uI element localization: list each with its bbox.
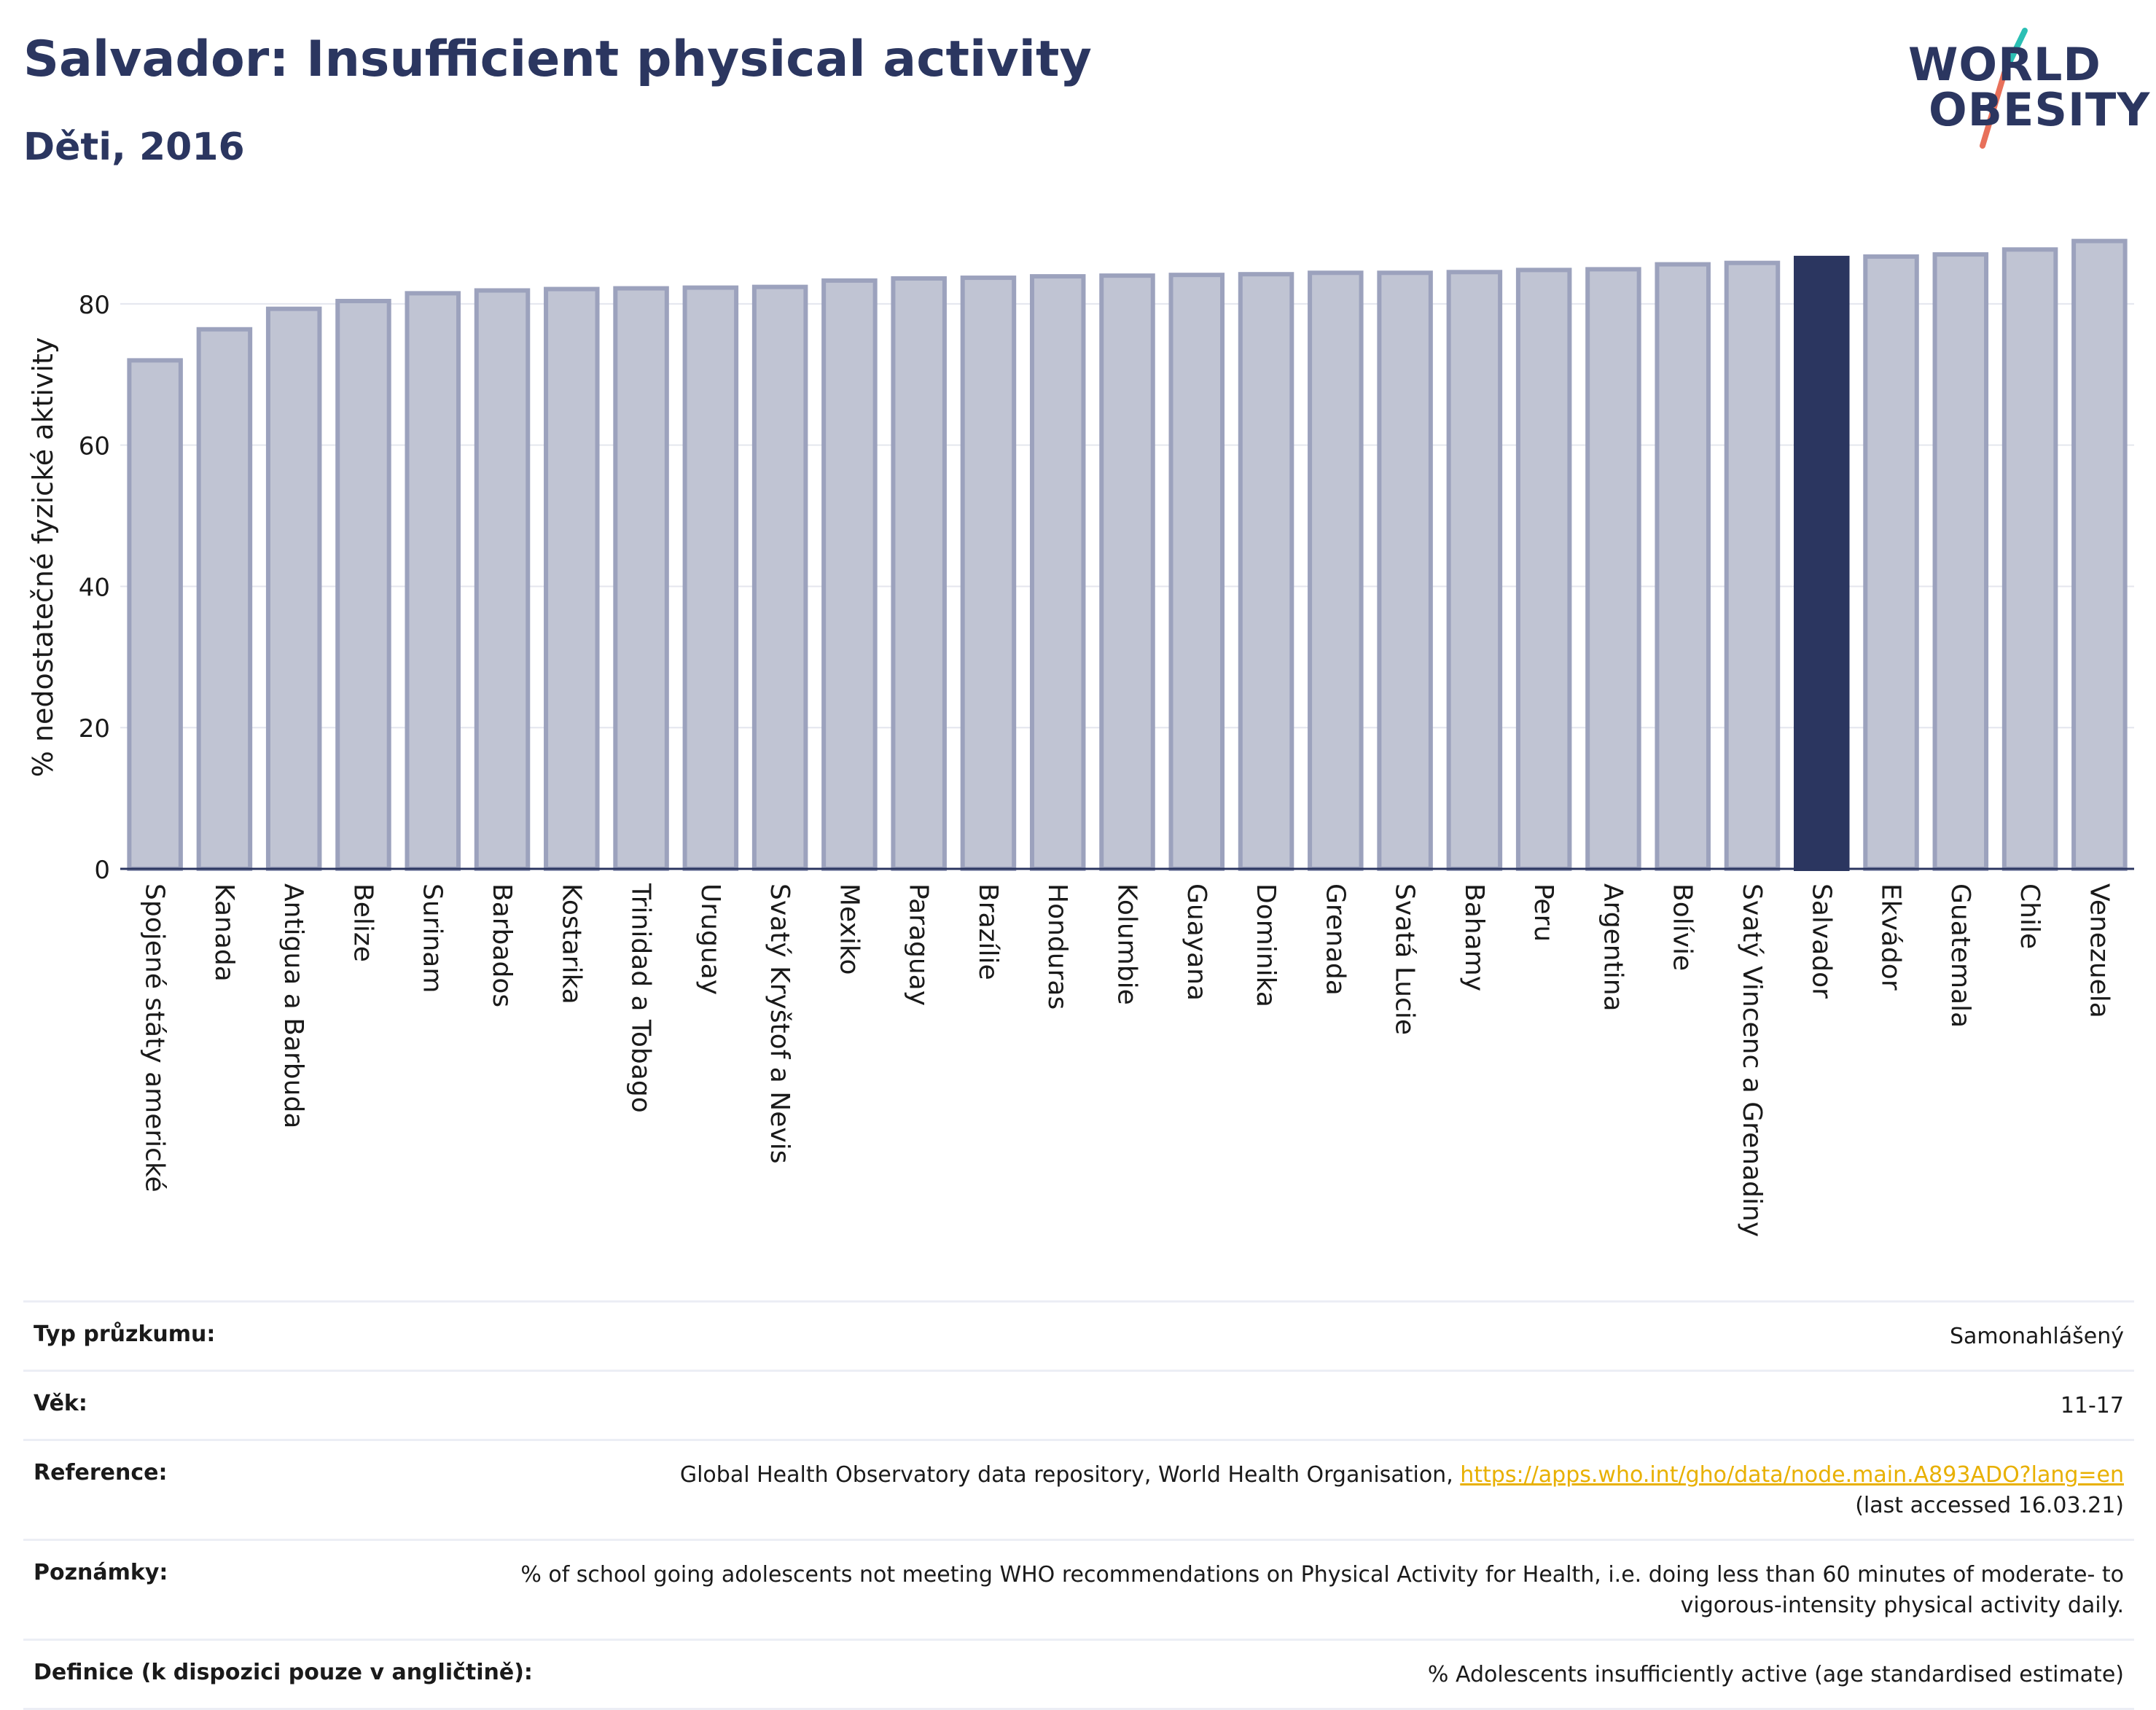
x-tick-label: Kolumbie: [1112, 883, 1142, 1005]
x-tick-label: Salvador: [1806, 883, 1836, 999]
bar[interactable]: [1655, 262, 1711, 872]
x-tick-label: Svatý Kryštof a Nevis: [765, 883, 794, 1163]
bar[interactable]: [1515, 268, 1572, 872]
y-axis-label: % nedostatečné fyzické aktivity: [27, 337, 59, 778]
info-value: % Adolescents insufficiently active (age…: [1427, 1662, 2124, 1687]
reference-accessed: (last accessed 16.03.21): [1855, 1493, 2124, 1518]
x-tick-label: Guayana: [1181, 883, 1211, 1001]
bar[interactable]: [1585, 267, 1641, 871]
x-tick-label: Mexiko: [834, 883, 864, 975]
bar[interactable]: [265, 306, 322, 872]
info-row-age: Věk: 11-17: [23, 1370, 2134, 1439]
x-tick-label: Venezuela: [2084, 883, 2114, 1018]
bar[interactable]: [1099, 273, 1155, 871]
x-tick-label: Kostarika: [556, 883, 586, 1004]
logo-word-world: WORLD: [1908, 38, 2101, 91]
y-tick-label: 60: [79, 432, 110, 461]
x-tick-label: Trinidad a Tobago: [626, 883, 656, 1113]
x-tick-label: Antigua a Barbuda: [278, 883, 308, 1128]
info-row-definition: Definice (k dispozici pouze v angličtině…: [23, 1639, 2134, 1710]
x-tick-label: Surinam: [418, 883, 448, 993]
bar[interactable]: [405, 291, 461, 872]
x-tick-label: Uruguay: [695, 883, 725, 995]
bar[interactable]: [891, 276, 947, 871]
x-tick-label: Barbados: [487, 883, 517, 1007]
x-tick-label: Bahamy: [1459, 883, 1489, 991]
x-tick-label: Peru: [1528, 883, 1558, 942]
bar[interactable]: [613, 286, 669, 872]
info-table: Typ průzkumu: Samonahlášený Věk: 11-17 R…: [23, 1300, 2134, 1710]
world-obesity-logo: WORLD OBESITY: [1895, 22, 2149, 153]
info-value: Samonahlášený: [1950, 1324, 2124, 1349]
bar[interactable]: [1308, 270, 1364, 872]
y-tick-label: 20: [79, 714, 110, 743]
chart-subtitle: Děti, 2016: [23, 125, 245, 169]
x-tick-label: Bolívie: [1668, 883, 1698, 971]
x-tick-label: Belize: [348, 883, 378, 962]
bar[interactable]: [821, 278, 878, 872]
bar[interactable]: [544, 286, 600, 871]
x-tick-label: Kanada: [209, 883, 239, 982]
bar[interactable]: [682, 285, 739, 872]
reference-link[interactable]: https://apps.who.int/gho/data/node.main.…: [1460, 1462, 2124, 1488]
x-tick-label: Svatá Lucie: [1390, 883, 1420, 1035]
info-label: Poznámky:: [34, 1560, 168, 1585]
y-tick-label: 80: [79, 291, 110, 320]
bar[interactable]: [335, 299, 391, 872]
x-tick-label: Paraguay: [904, 883, 934, 1006]
bar[interactable]: [1794, 255, 1850, 871]
x-tick-label: Ekvádor: [1876, 883, 1906, 991]
bar[interactable]: [474, 288, 531, 872]
info-value: 11-17: [2060, 1393, 2124, 1418]
bar-chart: 0 20 40 60 80 Spojené státy americké Kanada An…: [27, 238, 2134, 1237]
bar[interactable]: [1446, 270, 1503, 872]
bar[interactable]: [2071, 238, 2128, 871]
bars: [127, 238, 2128, 872]
bar[interactable]: [751, 284, 808, 871]
bar[interactable]: [1377, 270, 1433, 872]
x-tick-label: Dominika: [1251, 883, 1281, 1007]
x-tick-label: Argentina: [1598, 883, 1628, 1012]
bar[interactable]: [196, 327, 253, 872]
bar[interactable]: [1168, 273, 1225, 872]
info-label: Typ průzkumu:: [34, 1321, 216, 1347]
bar[interactable]: [1863, 254, 1919, 872]
y-tick-label: 40: [79, 573, 110, 602]
x-axis-ticks: Spojené státy americké Kanada Antigua a Ba…: [140, 883, 2114, 1237]
logo-slash-icon: [1980, 28, 2028, 149]
bar[interactable]: [2001, 247, 2058, 872]
y-axis-ticks: 0 20 40 60 80: [79, 291, 110, 885]
info-label: Věk:: [34, 1391, 87, 1416]
x-tick-label: Brazílie: [973, 883, 1003, 980]
x-tick-label: Spojené státy americké: [140, 883, 170, 1192]
bar[interactable]: [960, 276, 1017, 872]
reference-text: Global Health Observatory data repositor…: [679, 1462, 1461, 1488]
bar[interactable]: [1238, 272, 1294, 871]
info-label: Definice (k dispozici pouze v angličtině…: [34, 1660, 533, 1685]
bar[interactable]: [127, 358, 183, 871]
logo-word-obesity: OBESITY: [1929, 83, 2151, 136]
info-value: Global Health Observatory data repositor…: [680, 1460, 2124, 1521]
info-row-survey-type: Typ průzkumu: Samonahlášený: [23, 1300, 2134, 1370]
info-row-notes: Poznámky: % of school going adolescents …: [23, 1539, 2134, 1639]
bar[interactable]: [1724, 260, 1781, 871]
info-label: Reference:: [34, 1460, 168, 1485]
info-value: % of school going adolescents not meetin…: [520, 1562, 2124, 1618]
y-tick-label: 0: [94, 856, 110, 885]
bar[interactable]: [1932, 252, 1989, 872]
x-tick-label: Svatý Vincenc a Grenadiny: [1737, 883, 1767, 1237]
bar[interactable]: [1029, 274, 1086, 871]
info-row-reference: Reference: Global Health Observatory dat…: [23, 1439, 2134, 1539]
x-tick-label: Honduras: [1042, 883, 1072, 1010]
x-tick-label: Chile: [2015, 883, 2044, 949]
x-tick-label: Guatemala: [1945, 883, 1975, 1028]
x-tick-label: Grenada: [1320, 883, 1350, 996]
chart-title: Salvador: Insufficient physical activity: [23, 31, 1092, 88]
